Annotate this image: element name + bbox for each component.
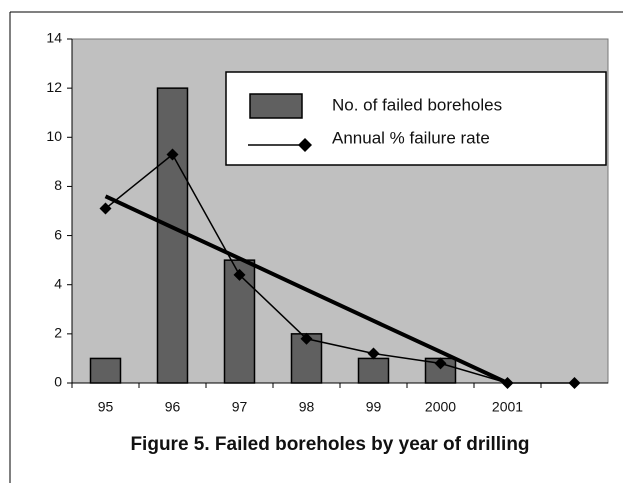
marker <box>367 347 380 360</box>
y-tick-label: 0 <box>54 374 62 390</box>
trendline <box>104 194 509 385</box>
marker <box>233 268 246 281</box>
marker <box>501 377 514 389</box>
bar <box>89 357 122 384</box>
x-tick-label: 96 <box>165 399 181 415</box>
y-tick-label: 4 <box>54 275 62 291</box>
legend-label: Annual % failure rate <box>332 128 490 147</box>
line <box>105 153 575 384</box>
y-tick-label: 14 <box>46 30 62 46</box>
y-tick-label: 2 <box>54 325 62 341</box>
chart-title: Figure 5. Failed boreholes by year of dr… <box>130 434 529 455</box>
marker <box>568 377 581 389</box>
legend-marker <box>298 138 312 152</box>
x-tick-label: 98 <box>299 399 315 415</box>
x-tick-label: 2000 <box>425 399 456 415</box>
x-tick-label: 97 <box>232 399 248 415</box>
y-tick-label: 8 <box>54 177 62 193</box>
y-tick-label: 10 <box>46 128 62 144</box>
marker <box>99 202 112 215</box>
legend-swatch <box>249 93 303 119</box>
x-tick-label: 2001 <box>492 399 523 415</box>
y-tick-label: 12 <box>46 79 62 95</box>
x-tick-label: 99 <box>366 399 382 415</box>
marker <box>300 332 313 345</box>
x-tick-label: 95 <box>98 399 114 415</box>
marker <box>166 148 179 161</box>
y-tick-label: 6 <box>54 226 62 242</box>
legend-label: No. of failed boreholes <box>332 95 502 114</box>
marker <box>434 357 447 370</box>
bar <box>357 357 390 384</box>
bar <box>156 87 189 384</box>
